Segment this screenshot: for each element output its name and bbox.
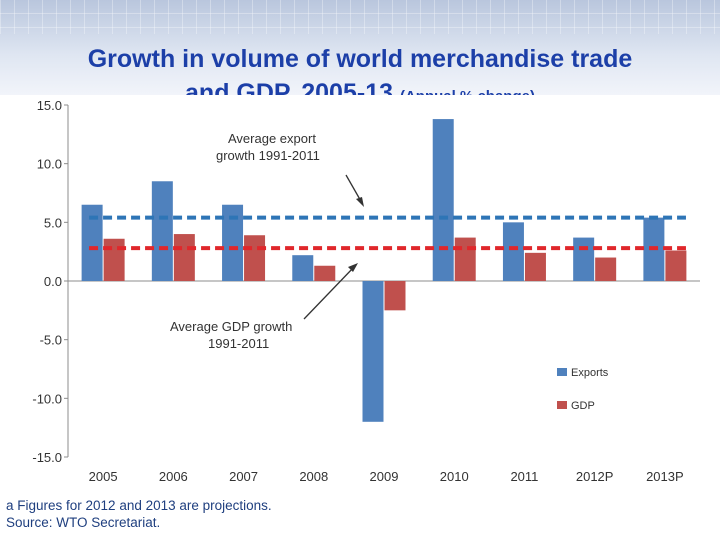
- title-line1: Growth in volume of world merchandise tr…: [87, 45, 633, 73]
- chart-axes: 15.0 10.0 5.0 0.0 -5.0 -10.0 -15.0 2005 2006 2007…: [32, 98, 700, 484]
- footnote-line1: a Figures for 2012 and 2013 are projecti…: [6, 498, 272, 513]
- exports-bar-2005: [81, 204, 103, 281]
- exports-bar-2006: [151, 181, 173, 281]
- annotation-gdp-line2: 1991-2011: [208, 336, 269, 351]
- exports-bar-2011: [502, 222, 524, 281]
- header-decoration: [0, 0, 720, 34]
- x-tick-label: 2010: [440, 469, 469, 484]
- bar-chart: 15.0 10.0 5.0 0.0 -5.0 -10.0 -15.0 2005 2006 2007…: [32, 98, 700, 484]
- y-tick-label: 15.0: [37, 98, 62, 113]
- x-tick-label: 2007: [229, 469, 258, 484]
- exports-bar-2007: [222, 204, 244, 281]
- y-tick-label: -10.0: [32, 391, 62, 406]
- slide-header: [0, 0, 720, 100]
- annotation-export-arrowhead: [356, 197, 364, 207]
- legend-swatch-exports: [557, 368, 567, 376]
- x-tick-label: 2005: [89, 469, 118, 484]
- gdp-bar-2007: [244, 235, 266, 281]
- legend-swatch-gdp: [557, 401, 567, 409]
- gdp-bar-2005: [103, 238, 125, 281]
- legend-label-gdp: GDP: [571, 400, 595, 412]
- annotation-export-line1: Average export: [228, 131, 316, 146]
- y-tick-label: 5.0: [44, 215, 62, 230]
- footnote-line2: Source: WTO Secretariat.: [6, 515, 161, 530]
- exports-bar-2009: [362, 281, 384, 422]
- exports-bar-2008: [292, 255, 314, 281]
- y-tick-label: 0.0: [44, 274, 62, 289]
- x-tick-label: 2009: [370, 469, 399, 484]
- gdp-bar-2013P: [665, 250, 687, 281]
- x-tick-label: 2013P: [646, 469, 684, 484]
- x-tick-label: 2008: [299, 469, 328, 484]
- reference-lines: [89, 215, 686, 251]
- gdp-bar-2009: [384, 281, 406, 311]
- gdp-bar-2008: [314, 265, 336, 281]
- x-tick-label: 2006: [159, 469, 188, 484]
- annotations: Average export growth 1991-2011 Average GD…: [170, 131, 364, 351]
- footnote: a Figures for 2012 and 2013 are projecti…: [6, 497, 272, 531]
- exports-bar-2012P: [573, 237, 595, 281]
- y-tick-label: -15.0: [32, 450, 62, 465]
- x-tick-label: 2012P: [576, 469, 614, 484]
- gdp-bar-2012P: [595, 257, 617, 281]
- annotation-gdp-arrow: [303, 266, 355, 320]
- gdp-bar-2011: [524, 252, 546, 281]
- legend: Exports GDP: [557, 367, 609, 412]
- legend-label-exports: Exports: [571, 367, 609, 379]
- annotation-gdp-arrowhead: [348, 263, 358, 272]
- gdp-bar-2006: [173, 234, 195, 281]
- gdp-bar-2010: [454, 237, 476, 281]
- annotation-export-line2: growth 1991-2011: [216, 148, 320, 163]
- x-tick-label: 2011: [510, 469, 538, 484]
- annotation-gdp-line1: Average GDP growth: [170, 319, 292, 334]
- y-tick-label: 10.0: [37, 157, 62, 172]
- y-tick-label: -5.0: [40, 333, 62, 348]
- exports-bar-2010: [432, 119, 454, 281]
- chart-panel: 15.0 10.0 5.0 0.0 -5.0 -10.0 -15.0 2005 2006 2007…: [0, 95, 720, 540]
